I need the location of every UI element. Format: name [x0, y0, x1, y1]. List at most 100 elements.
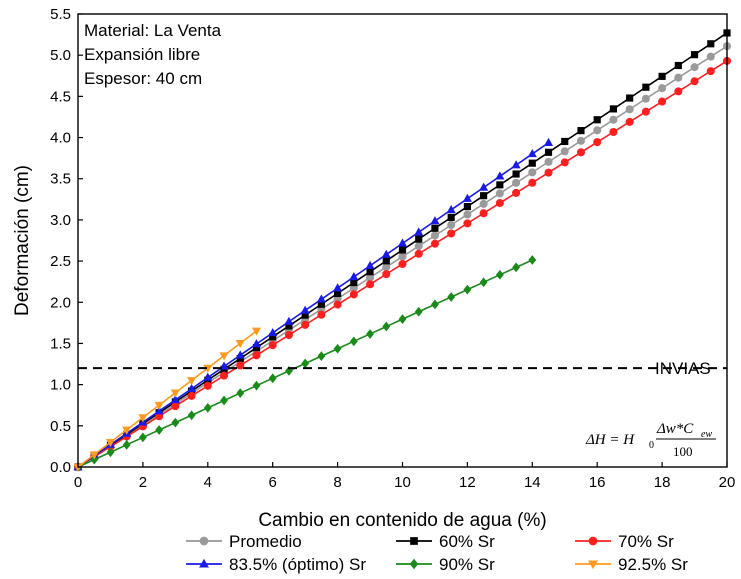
data-point: [577, 127, 585, 135]
data-point: [495, 189, 504, 198]
data-point: [642, 83, 650, 91]
data-point: [512, 262, 520, 273]
annotation-expansion: Expansión libre: [84, 45, 200, 64]
legend: Promedio 60% Sr 70% Sr 83.5% (óptimo) Sr 90%…: [186, 532, 688, 574]
data-point: [252, 380, 261, 391]
data-point: [236, 361, 245, 370]
data-point: [219, 352, 229, 361]
data-point: [89, 451, 99, 460]
data-point: [430, 239, 439, 248]
annotation-thickness: Espesor: 40 cm: [84, 69, 202, 88]
data-point: [154, 401, 164, 410]
data-point: [447, 292, 456, 302]
data-point: [333, 283, 343, 292]
data-point: [560, 158, 569, 167]
data-point: [609, 105, 617, 113]
data-point: [139, 432, 147, 443]
data-point: [334, 289, 342, 297]
data-point: [626, 94, 634, 102]
data-point: [528, 168, 537, 177]
data-point: [333, 300, 342, 309]
x-tick-label: 2: [139, 474, 147, 491]
data-point: [366, 280, 375, 289]
y-tick-label: 0.0: [50, 459, 71, 476]
legend-label: 70% Sr: [618, 532, 674, 551]
y-tick-label: 4.5: [50, 88, 71, 105]
data-point: [252, 344, 261, 352]
formula: ΔH = H 0 Δw*C ew 100: [585, 421, 716, 459]
x-tick-label: 20: [719, 474, 736, 491]
legend-item: 92.5% Sr: [575, 555, 688, 574]
data-point: [284, 331, 293, 340]
data-point: [528, 178, 537, 187]
y-tick-label: 1.5: [50, 335, 71, 352]
data-point: [138, 414, 148, 423]
series-layer: [73, 29, 732, 472]
data-point: [706, 67, 715, 76]
data-point: [576, 148, 586, 157]
data-point: [641, 94, 650, 103]
data-point: [268, 373, 277, 384]
data-point: [690, 51, 699, 59]
data-point: [187, 383, 197, 392]
data-point: [609, 127, 618, 137]
data-point: [349, 284, 358, 293]
formula-numerator-subscript: ew: [701, 429, 712, 440]
data-point: [414, 242, 423, 251]
data-point: [155, 425, 164, 435]
y-tick-label: 3.0: [50, 212, 71, 229]
data-point: [251, 327, 262, 336]
data-point: [382, 257, 390, 265]
data-point: [301, 320, 310, 329]
data-point: [479, 182, 489, 191]
series-92-5-sr: [73, 327, 262, 472]
x-tick-label: 18: [654, 474, 671, 491]
data-point: [350, 278, 358, 287]
legend-marker: [199, 536, 209, 546]
data-point: [512, 188, 521, 197]
data-point: [512, 170, 520, 178]
x-tick-label: 12: [459, 474, 476, 491]
x-tick-label: 4: [204, 474, 212, 491]
legend-marker: [410, 537, 418, 545]
data-point: [301, 311, 309, 319]
data-point: [251, 339, 262, 348]
data-point: [561, 137, 569, 146]
data-point: [219, 371, 229, 380]
data-point: [495, 199, 504, 208]
series-line: [77, 142, 549, 468]
data-point: [527, 149, 537, 158]
tick-layer: 0 2 4 6 8 10 12 14 16 18 20 0.0 0.5 1.0 1.5 2.0 2.5 3.0 3.…: [50, 6, 735, 491]
series-70-sr: [73, 56, 732, 472]
data-point: [316, 294, 326, 303]
data-point: [349, 272, 359, 281]
legend-label: Promedio: [229, 532, 302, 551]
data-point: [496, 181, 504, 189]
data-point: [333, 343, 342, 354]
data-point: [382, 321, 391, 332]
y-tick-label: 1.0: [50, 377, 71, 394]
data-point: [560, 147, 569, 156]
legend-label: 60% Sr: [439, 532, 495, 551]
data-point: [203, 372, 213, 381]
data-point: [235, 339, 245, 349]
data-point: [154, 406, 164, 415]
data-point: [349, 290, 358, 299]
legend-marker: [409, 558, 419, 570]
data-point: [414, 227, 424, 236]
data-point: [674, 87, 683, 96]
data-point: [495, 269, 504, 280]
legend-marker: [199, 558, 209, 568]
data-point: [528, 255, 537, 265]
data-point: [447, 229, 456, 238]
data-point: [220, 395, 228, 406]
data-point: [707, 40, 715, 48]
legend-item: 83.5% (óptimo) Sr: [186, 555, 366, 574]
data-point: [170, 389, 180, 398]
data-point: [658, 84, 667, 93]
data-point: [463, 284, 472, 295]
data-point: [106, 447, 115, 458]
series-90-sr: [74, 255, 537, 472]
data-point: [317, 310, 326, 319]
data-point: [495, 171, 505, 180]
